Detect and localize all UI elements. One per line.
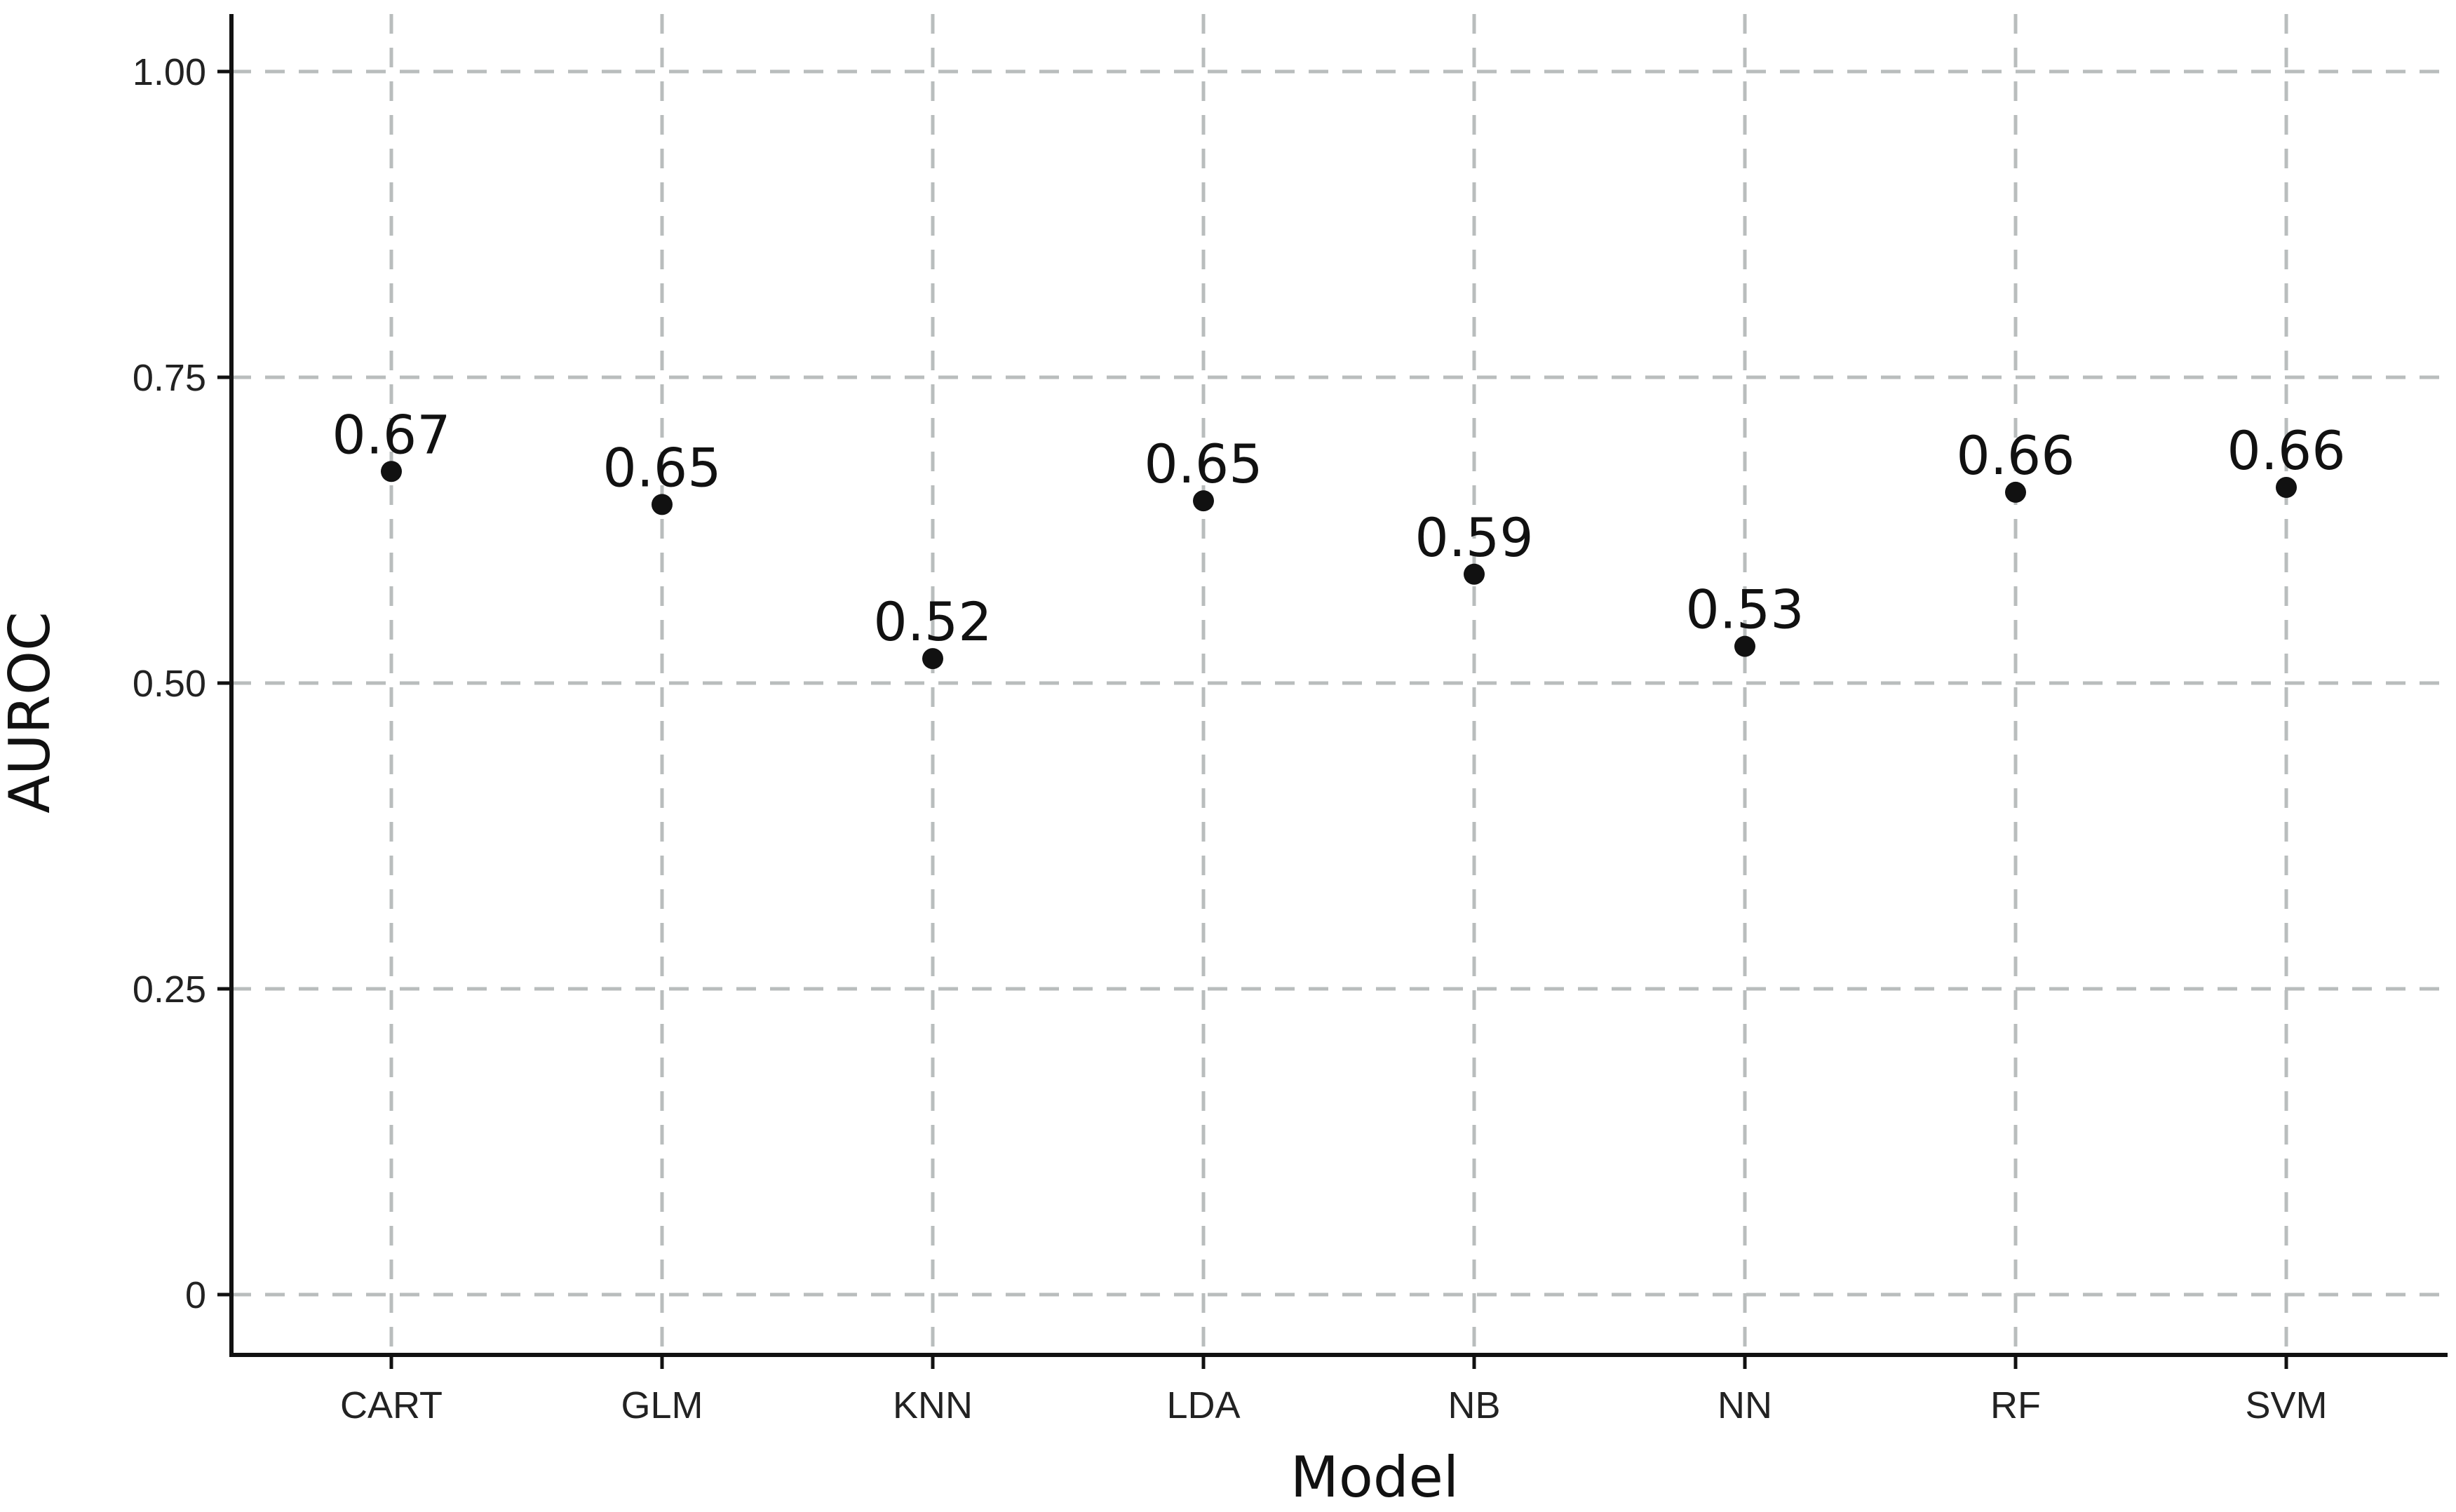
x-tick-label: LDA [1166, 1384, 1240, 1426]
x-tick-label: KNN [893, 1384, 973, 1426]
y-tick-label: 1.00 [133, 51, 206, 93]
data-label: 0.65 [602, 436, 721, 499]
data-label: 0.53 [1685, 579, 1804, 641]
x-tick-label: NB [1448, 1384, 1500, 1426]
data-point [1464, 563, 1485, 585]
x-tick-label: RF [1990, 1384, 2041, 1426]
x-tick-label: NN [1718, 1384, 1772, 1426]
data-label: 0.66 [1956, 424, 2074, 487]
axes [229, 14, 2448, 1357]
data-point [922, 648, 943, 670]
data-point [1734, 635, 1755, 657]
data-label: 0.65 [1144, 433, 1262, 495]
x-tick-label: GLM [621, 1384, 703, 1426]
data-point [2005, 481, 2026, 503]
data-points [381, 461, 2297, 670]
data-point [381, 461, 402, 482]
y-tick-label: 0.50 [133, 663, 206, 705]
data-point [2276, 476, 2297, 498]
data-point [652, 494, 673, 515]
data-label: 0.52 [873, 590, 992, 653]
data-label: 0.66 [2227, 419, 2345, 482]
y-tick-label: 0.75 [133, 357, 206, 399]
y-tick-label: 0.25 [133, 968, 206, 1011]
y-tick-label: 0 [185, 1274, 206, 1316]
data-labels: 0.67 0.65 0.52 0.65 0.59 0.53 0.66 0.66 [332, 403, 2345, 653]
data-label: 0.67 [332, 403, 450, 466]
ticks: 0 0.25 0.50 0.75 1.00 CART GLM KNN LDA NB NN RF SVM [133, 51, 2328, 1426]
y-axis-title: AUROC [0, 612, 62, 814]
x-tick-label: CART [340, 1384, 443, 1426]
x-tick-label: SVM [2245, 1384, 2327, 1426]
data-label: 0.59 [1415, 506, 1533, 569]
gridlines [231, 14, 2448, 1355]
x-axis-title: Model [1290, 1445, 1459, 1510]
data-point [1193, 490, 1214, 512]
